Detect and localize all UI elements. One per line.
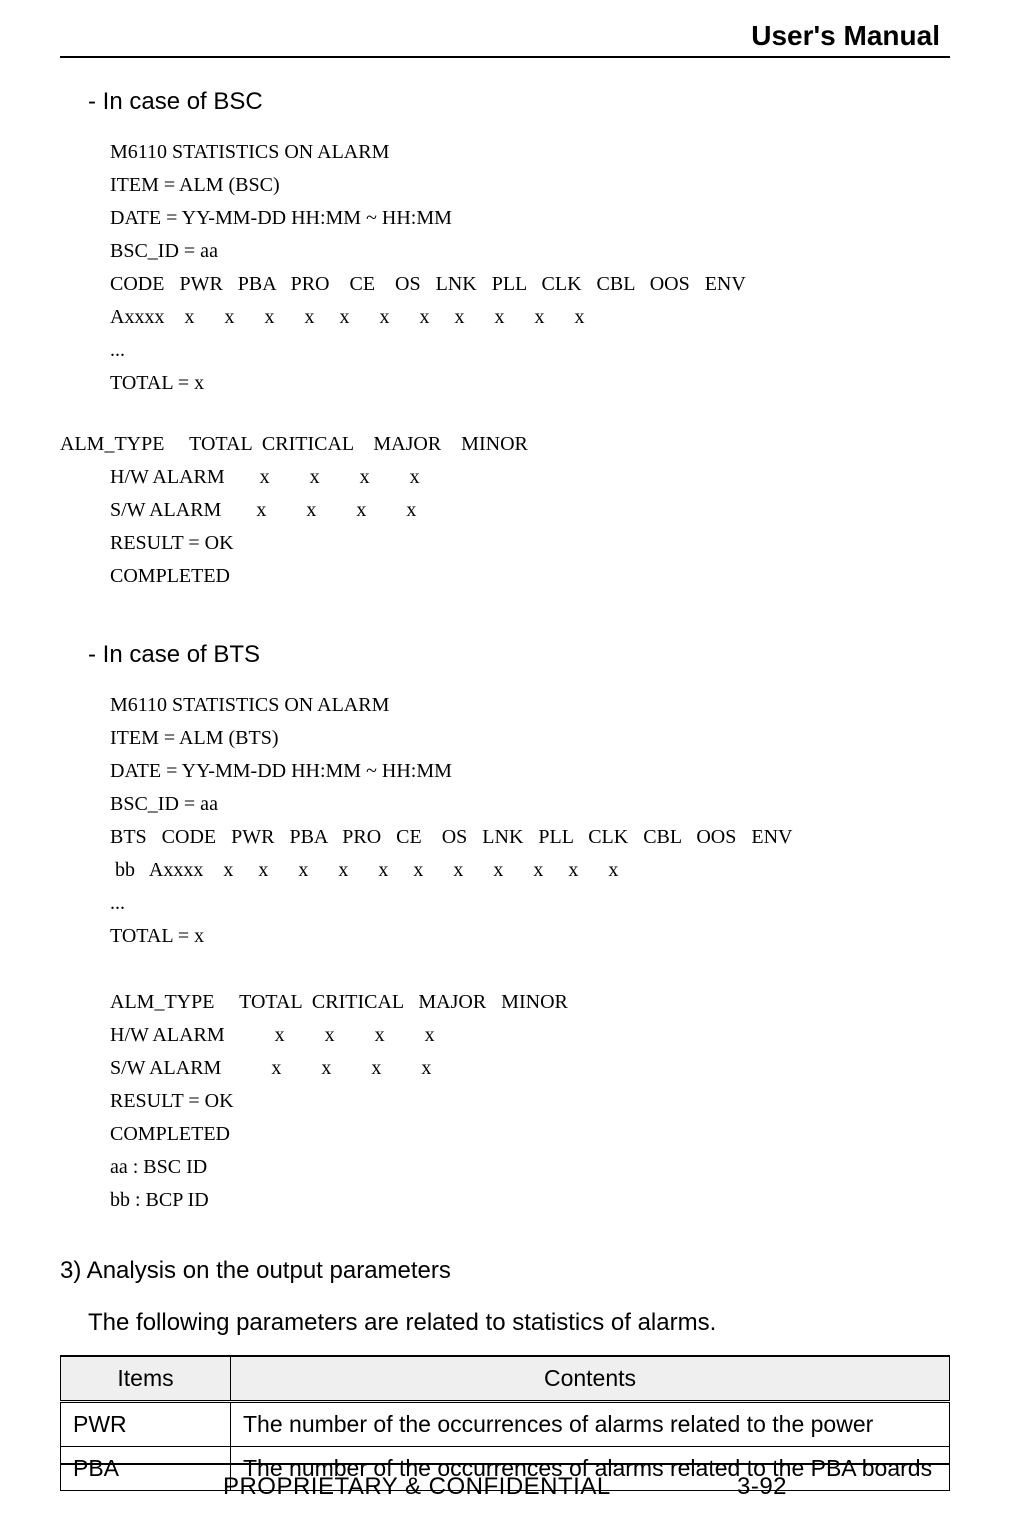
bsc-block-1: M6110 STATISTICS ON ALARM ITEM = ALM (BS…	[110, 136, 950, 400]
th-contents: Contents	[231, 1356, 950, 1402]
footer-page-number: 3-92	[737, 1473, 787, 1501]
spacer	[60, 593, 950, 623]
cell-item: PWR	[61, 1402, 231, 1447]
table-row: PWR The number of the occurrences of ala…	[61, 1402, 950, 1447]
bsc-block-2: H/W ALARM x x x x S/W ALARM x x x x RESU…	[110, 461, 950, 593]
th-items: Items	[61, 1356, 231, 1402]
cell-content: The number of the occurrences of alarms …	[231, 1402, 950, 1447]
page: User's Manual - In case of BSC M6110 STA…	[0, 0, 1010, 1529]
footer-confidential: PROPRIETARY & CONFIDENTIAL	[223, 1473, 610, 1500]
analysis-intro: The following parameters are related to …	[88, 1309, 950, 1337]
section-title-bsc: - In case of BSC	[88, 88, 950, 116]
bsc-block-almtype-header: ALM_TYPE TOTAL CRITICAL MAJOR MINOR	[60, 428, 950, 461]
bts-block: M6110 STATISTICS ON ALARM ITEM = ALM (BT…	[110, 689, 950, 1217]
table-header-row: Items Contents	[61, 1356, 950, 1402]
section-title-bts: - In case of BTS	[88, 641, 950, 669]
page-header-title: User's Manual	[60, 20, 950, 52]
spacer	[60, 400, 950, 428]
analysis-title: 3) Analysis on the output parameters	[60, 1257, 950, 1285]
footer-text: PROPRIETARY & CONFIDENTIAL 3-92	[60, 1473, 950, 1501]
footer-rule	[60, 1463, 950, 1465]
page-footer: PROPRIETARY & CONFIDENTIAL 3-92	[60, 1463, 950, 1501]
header-rule	[60, 56, 950, 58]
